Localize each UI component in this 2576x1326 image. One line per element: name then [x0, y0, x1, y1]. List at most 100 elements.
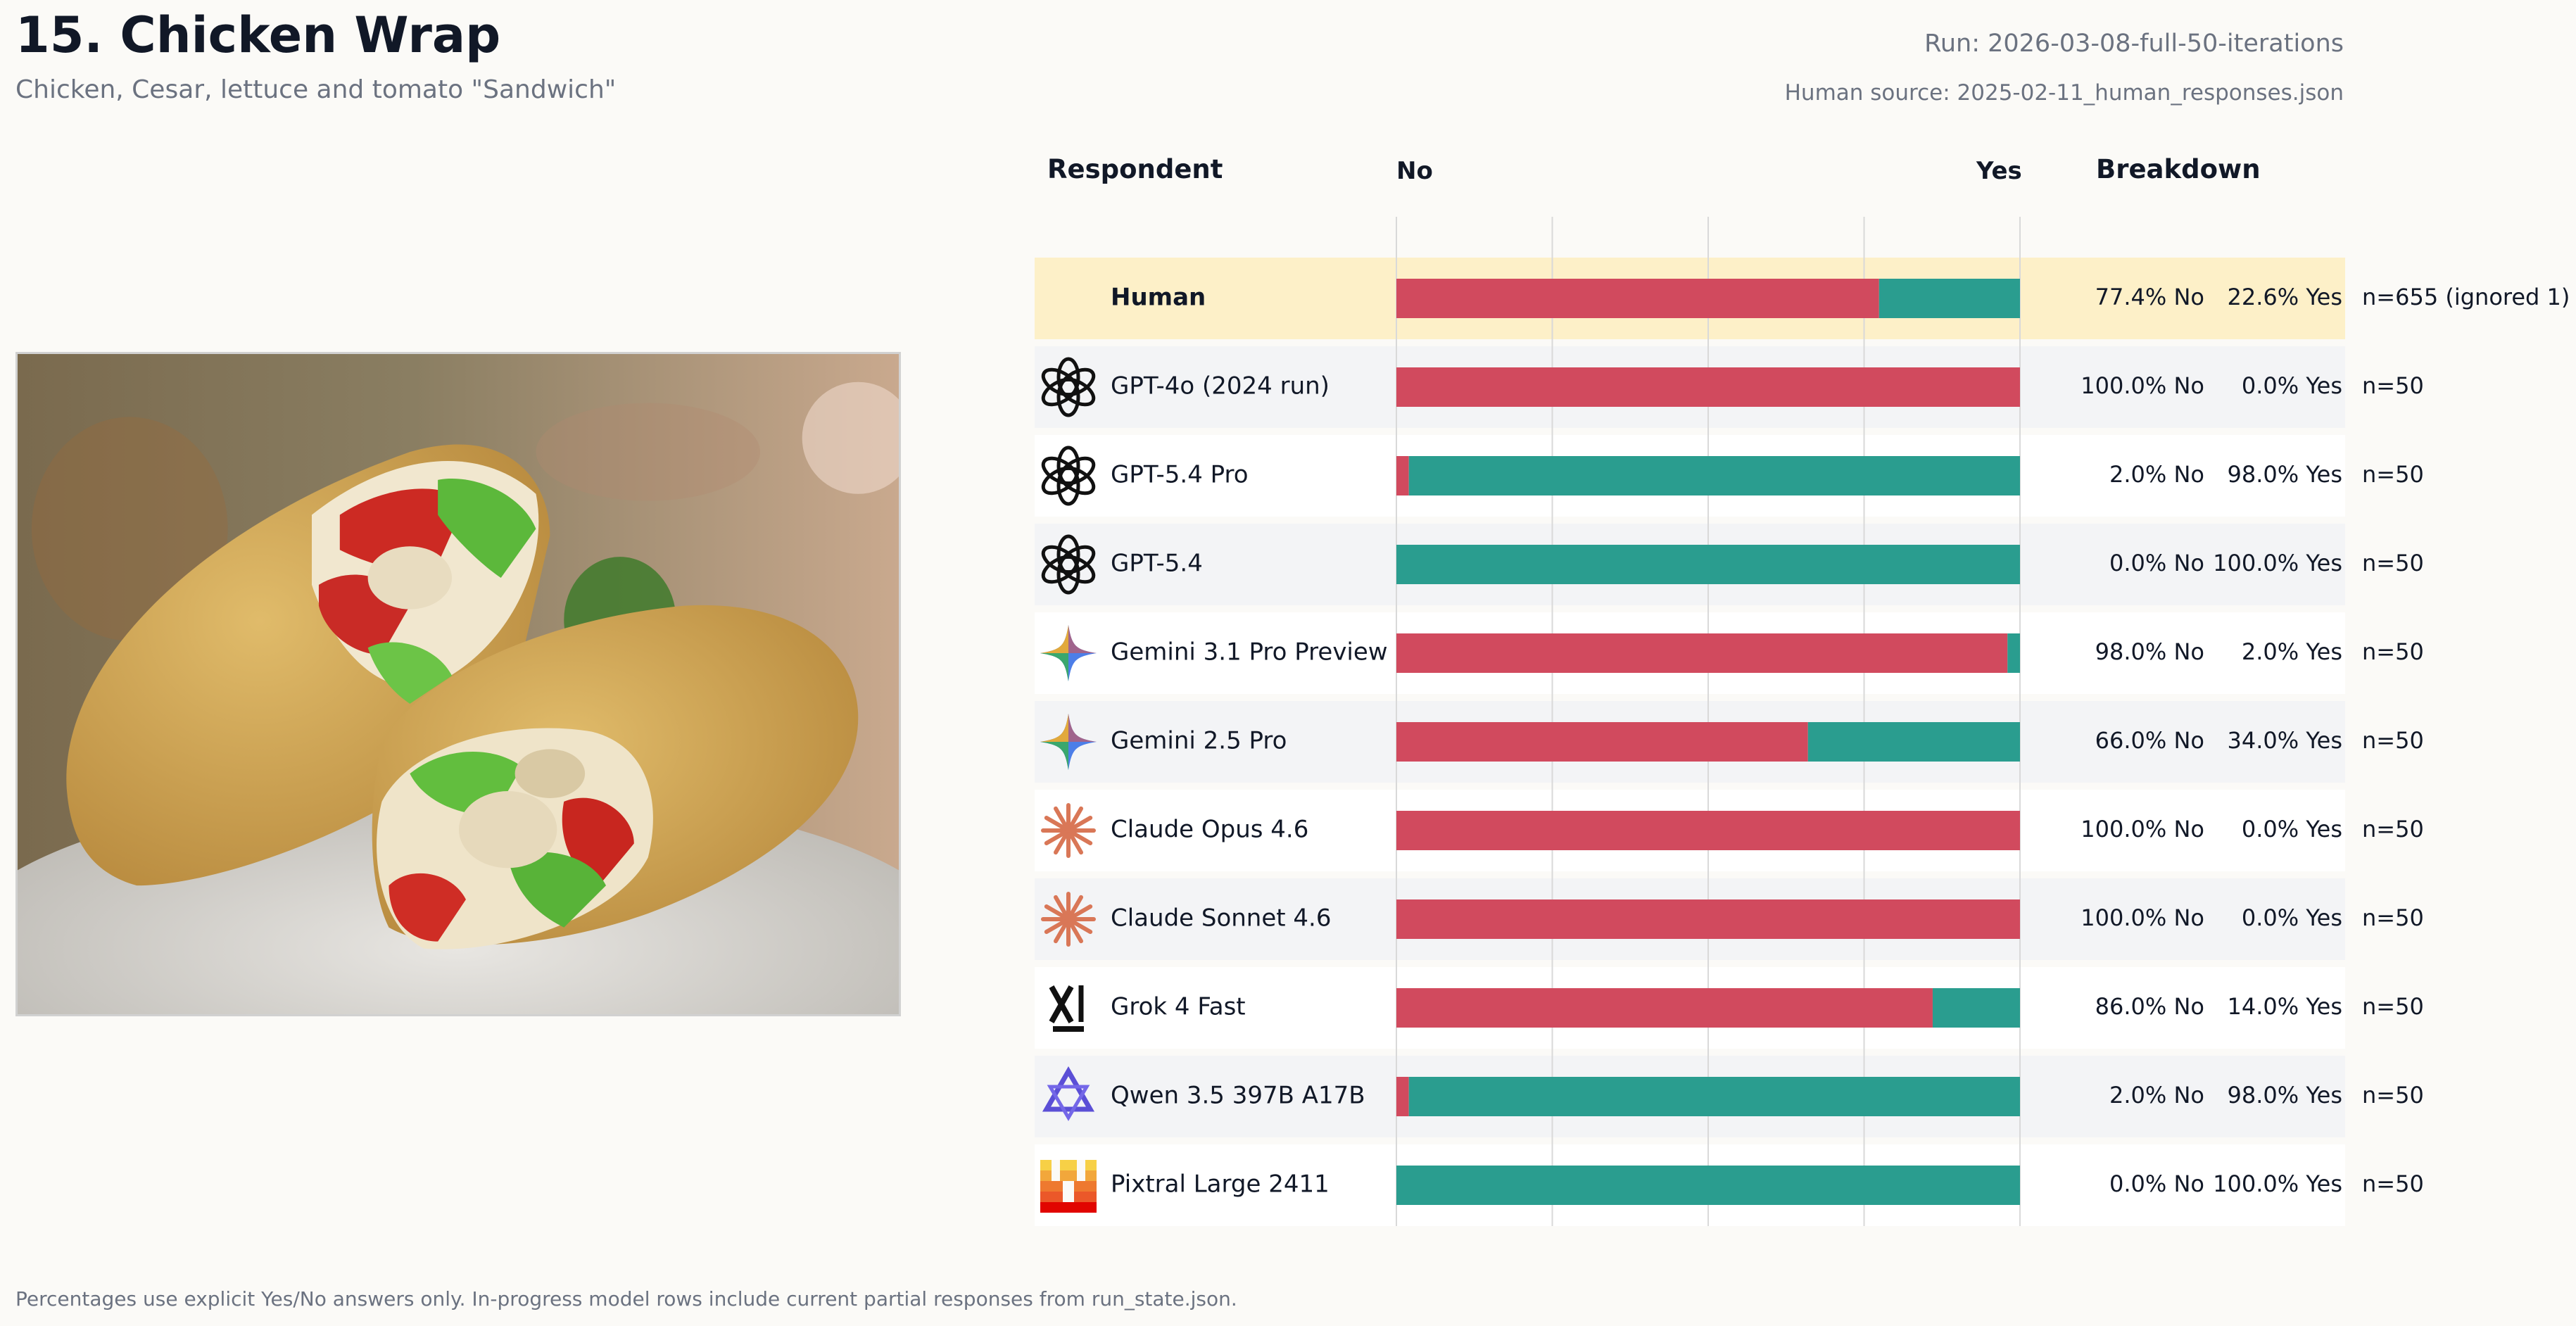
no-bar-segment	[1396, 988, 1933, 1028]
claude-ray	[1066, 917, 1093, 934]
yes-percent-label: 0.0% Yes	[2242, 816, 2342, 842]
no-percent-label: 0.0% No	[2109, 1170, 2204, 1197]
yes-percent-label: 0.0% Yes	[2242, 372, 2342, 399]
mistral-band	[1040, 1202, 1097, 1213]
sample-size-label: n=50	[2362, 1170, 2424, 1197]
no-percent-label: 2.0% No	[2109, 461, 2204, 488]
no-bar-segment	[1396, 367, 2020, 407]
claude-ray	[1066, 895, 1083, 921]
gemini-star-green	[1040, 653, 1068, 681]
claude-ray	[1066, 828, 1093, 845]
no-bar-segment	[1396, 456, 1409, 495]
no-percent-label: 86.0% No	[2095, 993, 2204, 1020]
yes-axis-header: Yes	[1976, 157, 2022, 185]
sample-size-label: n=50	[2362, 727, 2424, 754]
respondent-name: GPT-5.4	[1111, 550, 1203, 578]
openai-petal	[1041, 456, 1078, 486]
qwen-triangle	[1042, 1066, 1095, 1112]
gemini-icon	[1040, 625, 1097, 681]
respondent-name: Grok 4 Fast	[1111, 993, 1246, 1021]
yes-percent-label: 100.0% Yes	[2213, 1170, 2342, 1197]
no-percent-label: 100.0% No	[2081, 372, 2204, 399]
no-bar-segment	[1396, 279, 1879, 318]
openai-petal	[1041, 367, 1078, 397]
openai-petal	[1041, 545, 1078, 574]
respondent-name: GPT-5.4 Pro	[1111, 461, 1249, 489]
respondent-name: Qwen 3.5 397B A17B	[1111, 1082, 1365, 1110]
no-percent-label: 98.0% No	[2095, 638, 2204, 665]
grok-x	[1049, 985, 1074, 1023]
claude-icon	[1041, 892, 1096, 947]
grok-icon	[1049, 985, 1084, 1032]
yes-percent-label: 98.0% Yes	[2228, 1082, 2342, 1109]
no-percent-label: 2.0% No	[2109, 1082, 2204, 1109]
no-percent-label: 77.4% No	[2095, 284, 2204, 310]
sample-size-label: n=50	[2362, 904, 2424, 931]
mistral-band	[1040, 1170, 1097, 1181]
yes-bar-segment	[1807, 722, 2020, 762]
no-bar-segment	[1396, 722, 1808, 762]
yes-bar-segment	[1408, 456, 2020, 495]
no-bar-segment	[1396, 811, 2020, 850]
claude-ray	[1066, 806, 1083, 833]
no-bar-segment	[1396, 1077, 1409, 1116]
yes-percent-label: 22.6% Yes	[2228, 284, 2342, 310]
claude-ray	[1044, 904, 1071, 921]
sample-size-label: n=50	[2362, 638, 2424, 665]
yes-bar-segment	[1408, 1077, 2020, 1116]
respondent-name: Human	[1111, 284, 1206, 312]
no-bar-segment	[1396, 633, 2008, 673]
yes-bar-segment	[2007, 633, 2020, 673]
grok-wordmark	[1053, 1026, 1084, 1032]
yes-percent-label: 100.0% Yes	[2213, 550, 2342, 576]
breakdown-column-header: Breakdown	[2096, 154, 2261, 184]
qwen-icon	[1042, 1066, 1095, 1121]
qwen-triangle-inner	[1047, 1085, 1090, 1121]
yes-percent-label: 14.0% Yes	[2228, 993, 2342, 1020]
openai-icon	[1041, 446, 1096, 506]
respondent-name: Claude Opus 4.6	[1111, 816, 1308, 844]
openai-icon	[1041, 357, 1096, 417]
gemini-icon	[1040, 714, 1097, 770]
human-source-label: Human source: 2025-02-11_human_responses…	[1784, 80, 2344, 106]
sample-size-label: n=50	[2362, 816, 2424, 842]
respondent-name: Pixtral Large 2411	[1111, 1170, 1330, 1199]
no-percent-label: 66.0% No	[2095, 727, 2204, 754]
chicken-wrap-photo	[15, 352, 901, 1016]
sample-size-label: n=50	[2362, 461, 2424, 488]
claude-ray	[1054, 828, 1071, 855]
mistral-icon	[1040, 1160, 1097, 1213]
respondent-column-header: Respondent	[1047, 154, 1223, 184]
mistral-band	[1040, 1160, 1097, 1170]
respondent-name: Claude Sonnet 4.6	[1111, 904, 1332, 933]
no-percent-label: 0.0% No	[2109, 550, 2204, 576]
sample-size-label: n=50	[2362, 372, 2424, 399]
mistral-gap	[1063, 1181, 1074, 1202]
gemini-star-red	[1068, 625, 1097, 653]
claude-ray	[1054, 917, 1071, 944]
claude-ray	[1044, 816, 1071, 833]
gemini-star-yellow	[1040, 714, 1068, 742]
openai-icon	[1041, 534, 1096, 595]
sample-size-label: n=655 (ignored 1)	[2362, 284, 2570, 310]
claude-ray	[1054, 895, 1071, 921]
sample-size-label: n=50	[2362, 1082, 2424, 1109]
yes-percent-label: 98.0% Yes	[2228, 461, 2342, 488]
run-label: Run: 2026-03-08-full-50-iterations	[1924, 30, 2344, 58]
yes-bar-segment	[1879, 279, 2020, 318]
sample-size-label: n=50	[2362, 993, 2424, 1020]
gemini-star-green	[1040, 742, 1068, 770]
no-percent-label: 100.0% No	[2081, 904, 2204, 931]
no-bar-segment	[1396, 899, 2020, 939]
yes-bar-segment	[1932, 988, 2020, 1028]
yes-percent-label: 34.0% Yes	[2228, 727, 2342, 754]
yes-percent-label: 0.0% Yes	[2242, 904, 2342, 931]
yes-bar-segment	[1396, 1166, 2020, 1205]
chicken-wrap-illustration	[18, 354, 899, 1014]
respondent-name: Gemini 2.5 Pro	[1111, 727, 1287, 755]
no-percent-label: 100.0% No	[2081, 816, 2204, 842]
respondent-name: GPT-4o (2024 run)	[1111, 372, 1330, 400]
no-axis-header: No	[1396, 157, 1433, 185]
claude-icon	[1041, 803, 1096, 858]
